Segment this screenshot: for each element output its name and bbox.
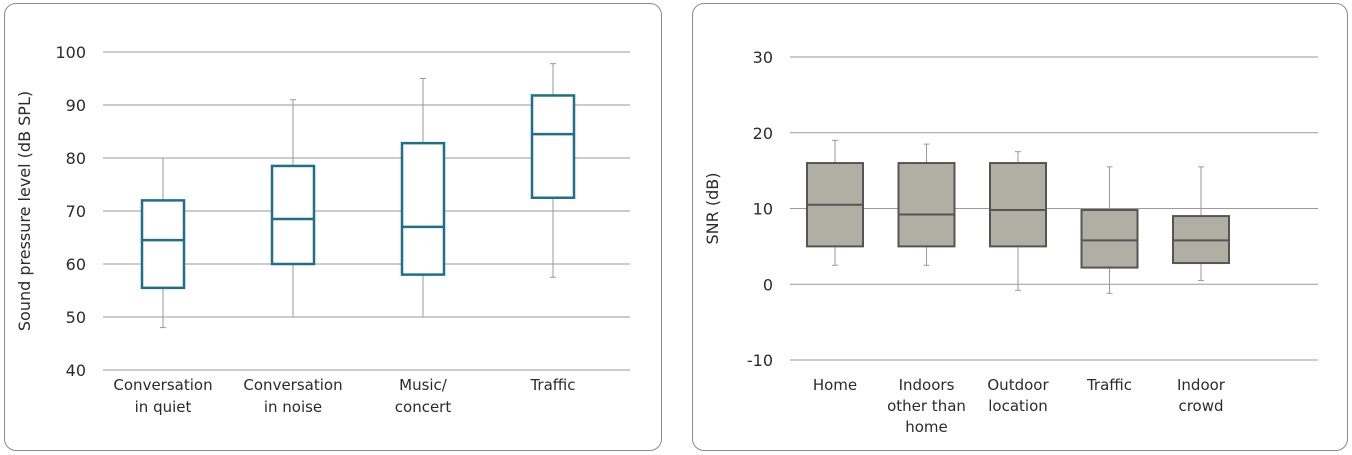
snr-y-axis-label: SNR (dB) <box>703 173 722 245</box>
snr-y-tick-label: 30 <box>753 48 773 67</box>
snr-y-tick-label: 20 <box>753 124 773 143</box>
snr-category-label: Traffic <box>1086 376 1132 394</box>
snr-y-tick-label: 10 <box>753 200 773 219</box>
spl-y-axis-label: Sound pressure level (dB SPL) <box>15 91 34 331</box>
spl-y-tick-label: 50 <box>66 308 86 327</box>
spl-box <box>140 199 186 290</box>
snr-box <box>1080 209 1139 269</box>
snr-y-tick-label: 0 <box>763 275 773 294</box>
snr-category-label: Outdoor location <box>987 376 1049 415</box>
spl-y-tick-label: 70 <box>66 202 86 221</box>
spl-y-tick-label: 80 <box>66 149 86 168</box>
spl-y-tick-label: 100 <box>55 43 86 62</box>
spl-y-tick-label: 90 <box>66 96 86 115</box>
spl-y-tick-label: 60 <box>66 255 86 274</box>
spl-category-label: Conversation in quiet <box>113 376 212 416</box>
snr-box <box>897 162 956 248</box>
spl-category-label: Music/concert <box>395 376 452 416</box>
spl-box <box>530 94 576 199</box>
spl-box <box>400 141 446 276</box>
spl-box <box>270 164 316 266</box>
snr-box <box>989 162 1047 248</box>
snr-y-tick-label: -10 <box>747 351 773 370</box>
chart-panel-sound-pressure <box>4 3 662 451</box>
spl-y-tick-label: 40 <box>66 361 86 380</box>
snr-category-label: Indoor crowd <box>1177 376 1226 415</box>
spl-category-label: Conversation in noise <box>243 376 342 416</box>
spl-category-label: Traffic <box>529 376 575 394</box>
snr-category-label: Home <box>813 376 857 394</box>
snr-category-label: Indoors other than home <box>887 376 966 436</box>
